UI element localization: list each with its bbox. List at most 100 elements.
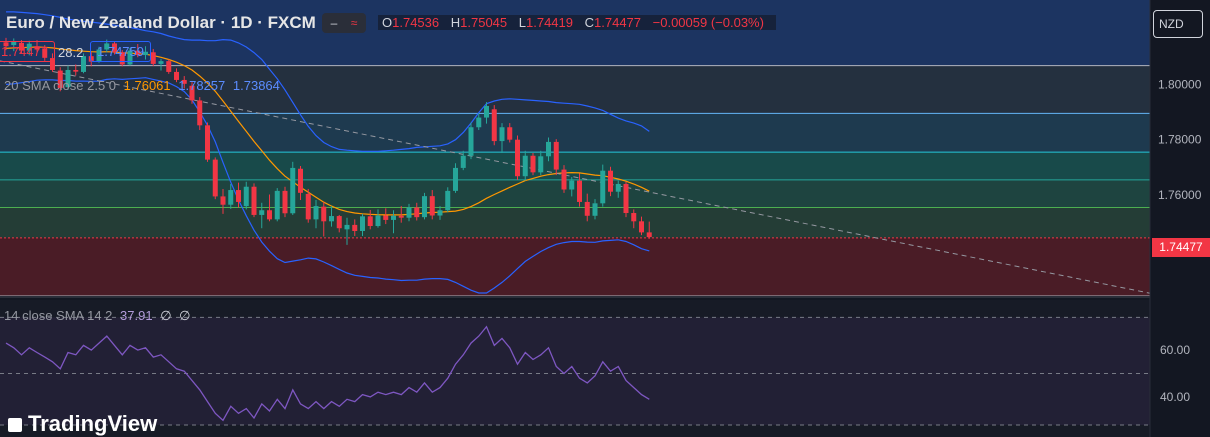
buy-button[interactable]: 1.74759: [90, 41, 151, 62]
candle-body: [282, 190, 288, 214]
symbol-title[interactable]: Euro / New Zealand Dollar · 1D · FXCM: [6, 13, 316, 32]
candle-body: [468, 127, 474, 156]
candle-body: [437, 210, 443, 216]
candle-body: [127, 50, 133, 65]
candle-body: [623, 183, 629, 214]
tradingview-logo[interactable]: TradingView: [8, 411, 157, 437]
candle-body: [112, 43, 117, 53]
candle-body: [65, 69, 71, 88]
rsi-value: 37.91: [120, 308, 153, 323]
compare-toggle[interactable]: ‒ ≈: [322, 13, 366, 33]
candle-body: [313, 206, 319, 220]
candle-body: [119, 52, 125, 65]
candle-body: [259, 210, 265, 215]
toggle-right-icon[interactable]: ≈: [350, 16, 358, 30]
candle-body: [267, 210, 272, 220]
bb-basis-value: 1.76061: [123, 78, 171, 93]
ohlc-high: 1.75045: [460, 15, 508, 30]
candle-body: [429, 196, 435, 216]
brand-name: TradingView: [28, 411, 158, 436]
candle-body: [189, 85, 195, 101]
price-axis-label: 1.76000: [1158, 188, 1202, 202]
candle-body: [391, 215, 396, 220]
ohlc-readout: O1.74536 H1.75045 L1.74419 C1.74477 −0.0…: [378, 15, 776, 30]
candle-body: [220, 196, 226, 205]
candle-body: [515, 139, 520, 177]
candle-body: [491, 109, 497, 142]
rsi-axis-label: 40.00: [1160, 390, 1190, 404]
tradingview-logo-icon: [8, 418, 22, 432]
candlestick-series: [3, 37, 652, 245]
sell-button[interactable]: 1.74477: [0, 41, 55, 62]
candle-body: [460, 155, 466, 168]
candle-body: [135, 50, 141, 56]
candle-body: [600, 170, 606, 204]
spread-value: 28.2: [58, 45, 84, 60]
candle-body: [11, 41, 17, 46]
candle-body: [81, 56, 86, 72]
candle-body: [42, 48, 48, 58]
fib-zone: [0, 113, 1150, 153]
candle-body: [569, 180, 575, 190]
ohlc-close: 1.74477: [594, 15, 642, 30]
candle-body: [197, 100, 203, 126]
candle-body: [367, 216, 373, 227]
candle-body: [608, 170, 613, 192]
candle-body: [19, 42, 24, 51]
bb-upper-line: [6, 11, 650, 152]
rsi-na-2: ∅: [179, 308, 191, 323]
candle-body: [499, 127, 505, 142]
candle-body: [243, 186, 249, 207]
toggle-left-icon[interactable]: ‒: [330, 16, 338, 30]
candle-body: [290, 167, 296, 214]
candle-body: [639, 221, 644, 233]
candle-body: [445, 190, 451, 211]
candle-body: [592, 203, 598, 216]
rsi-legend[interactable]: 14 close SMA 14 2 37.91 ∅ ∅: [4, 308, 190, 324]
candle-body: [329, 216, 334, 222]
ohlc-low-key: L: [518, 15, 526, 30]
candle-body: [181, 79, 187, 84]
currency-button[interactable]: NZD: [1153, 10, 1203, 38]
rsi-line: [5, 325, 650, 422]
ohlc-close-key: C: [584, 15, 595, 30]
candle-body: [476, 117, 482, 128]
candle-body: [34, 46, 40, 50]
candle-body: [3, 42, 9, 47]
candle-body: [305, 193, 311, 220]
fib-zone: [0, 207, 1150, 238]
candle-body: [50, 58, 55, 70]
price-axis[interactable]: 1.820001.800001.780001.760001.7400060.00…: [1149, 0, 1210, 437]
candle-body: [251, 186, 257, 215]
candle-body: [577, 180, 582, 202]
candle-body: [484, 105, 489, 118]
candle-body: [174, 71, 179, 80]
trendline-line: [0, 60, 1151, 294]
candle-body: [414, 207, 420, 218]
candle-body: [321, 206, 327, 222]
candle-body: [104, 43, 110, 50]
candle-body: [205, 125, 210, 160]
fib-zone: [0, 237, 1150, 296]
candle-body: [336, 216, 342, 229]
candle-body: [166, 61, 172, 72]
bb-lower-line: [5, 77, 650, 294]
fib-zone: [0, 152, 1150, 180]
candle-body: [344, 224, 350, 230]
candle-body: [298, 168, 303, 193]
bb-legend[interactable]: 20 SMA close 2.5 0 1.76061 1.78257 1.738…: [4, 78, 280, 93]
ohlc-open: 1.74536: [392, 15, 440, 30]
candle-body: [406, 207, 412, 218]
price-axis-background: [1150, 0, 1210, 437]
candle-body: [375, 215, 381, 227]
candle-body: [73, 69, 79, 72]
candle-body: [522, 155, 528, 177]
candle-body: [631, 213, 637, 222]
candle-body: [553, 141, 559, 170]
candle-body: [538, 156, 544, 173]
price-axis-label: 1.80000: [1158, 77, 1202, 91]
bb-lower-value: 1.73864: [232, 78, 280, 93]
candle-body: [646, 232, 652, 238]
candle-body: [236, 190, 241, 202]
